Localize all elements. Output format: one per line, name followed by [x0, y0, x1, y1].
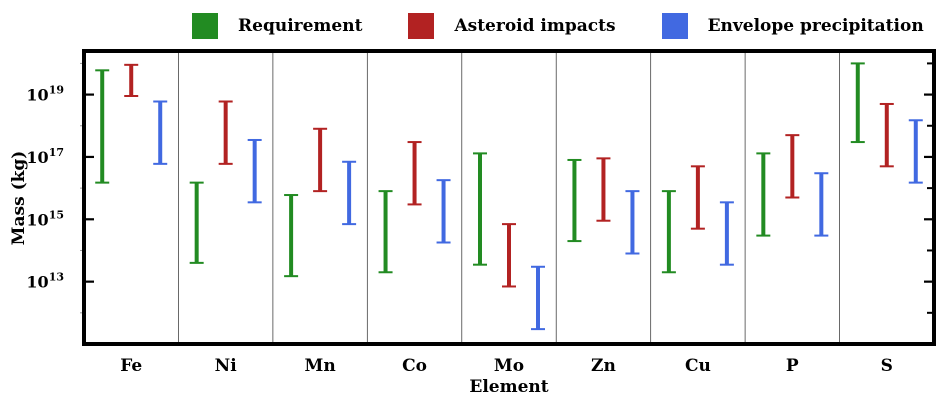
- x-tick-label: Cu: [685, 356, 711, 376]
- y-tick-label: 1013: [26, 271, 64, 292]
- x-tick-label: Mo: [494, 356, 524, 376]
- plot-frame: [82, 49, 936, 346]
- x-tick-label: S: [881, 356, 893, 376]
- legend-item-envelope-precipitation: Envelope precipitation: [661, 13, 924, 39]
- y-tick-label: 1019: [26, 84, 64, 105]
- y-tick-label: 1017: [26, 146, 64, 167]
- legend-label-requirement: Requirement: [238, 16, 363, 36]
- y-axis-label: Mass (kg): [9, 151, 29, 246]
- legend-item-asteroid-impacts: Asteroid impacts: [408, 13, 616, 39]
- x-tick-label: Fe: [120, 356, 142, 376]
- legend-swatch-asteroid-impacts: [408, 13, 435, 39]
- x-tick-label: P: [786, 356, 799, 376]
- legend-swatch-envelope-precipitation: [661, 13, 688, 39]
- x-tick-label: Co: [402, 356, 427, 376]
- x-tick-label: Zn: [591, 356, 616, 376]
- legend-label-asteroid-impacts: Asteroid impacts: [454, 16, 616, 36]
- y-tick-label: 1015: [26, 208, 64, 229]
- legend-label-envelope-precipitation: Envelope precipitation: [707, 16, 924, 36]
- chart-legend: Requirement Asteroid impacts Envelope pr…: [192, 10, 924, 42]
- x-axis-label: Element: [469, 377, 548, 397]
- x-tick-label: Ni: [215, 356, 238, 376]
- legend-item-requirement: Requirement: [192, 13, 362, 39]
- legend-swatch-requirement: [192, 13, 218, 39]
- x-tick-label: Mn: [305, 356, 336, 376]
